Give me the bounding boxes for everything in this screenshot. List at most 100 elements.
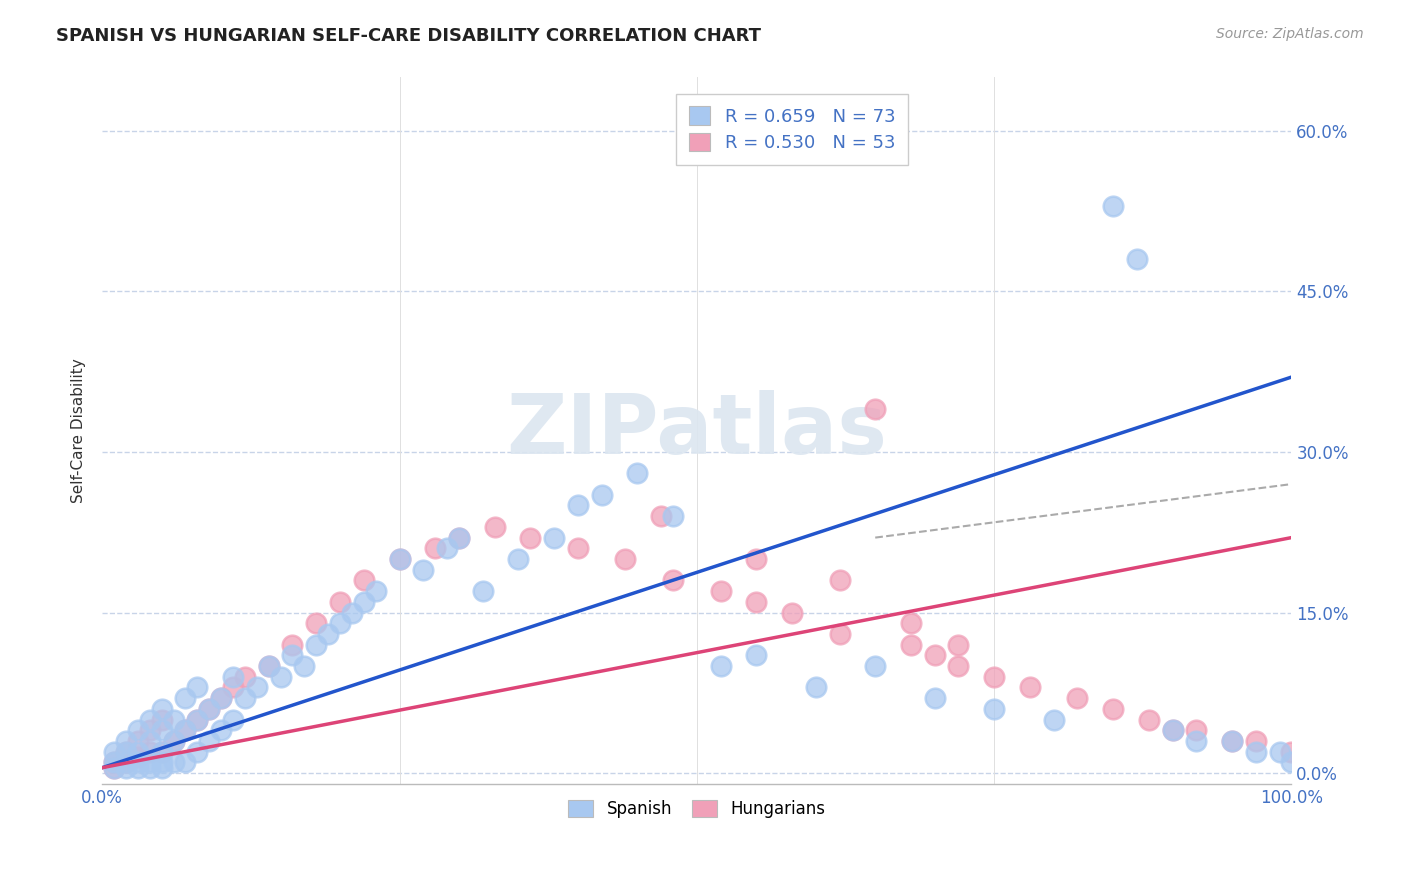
Point: [127, 750, 149, 764]
Point: [174, 723, 197, 738]
Point: [425, 541, 447, 556]
Point: [508, 552, 530, 566]
Point: [353, 595, 375, 609]
Point: [567, 541, 589, 556]
Point: [948, 659, 970, 673]
Point: [447, 531, 470, 545]
Point: [115, 734, 138, 748]
Point: [745, 595, 768, 609]
Point: [1042, 713, 1064, 727]
Point: [828, 574, 851, 588]
Point: [115, 745, 138, 759]
Point: [150, 745, 173, 759]
Point: [139, 761, 162, 775]
Point: [1220, 734, 1243, 748]
Point: [115, 761, 138, 775]
Point: [103, 761, 125, 775]
Point: [150, 761, 173, 775]
Point: [115, 756, 138, 770]
Point: [305, 638, 328, 652]
Point: [1185, 723, 1208, 738]
Point: [127, 723, 149, 738]
Point: [614, 552, 637, 566]
Point: [745, 648, 768, 663]
Point: [281, 648, 304, 663]
Point: [1066, 691, 1088, 706]
Point: [150, 702, 173, 716]
Y-axis label: Self-Care Disability: Self-Care Disability: [72, 359, 86, 503]
Point: [364, 584, 387, 599]
Point: [139, 756, 162, 770]
Point: [162, 713, 184, 727]
Point: [900, 638, 922, 652]
Point: [662, 509, 685, 524]
Point: [257, 659, 280, 673]
Point: [174, 756, 197, 770]
Point: [1281, 745, 1303, 759]
Point: [329, 595, 352, 609]
Point: [650, 509, 672, 524]
Point: [543, 531, 565, 545]
Point: [139, 713, 162, 727]
Point: [1018, 681, 1040, 695]
Point: [209, 691, 232, 706]
Point: [863, 402, 886, 417]
Point: [162, 734, 184, 748]
Point: [292, 659, 315, 673]
Point: [127, 756, 149, 770]
Point: [257, 659, 280, 673]
Point: [103, 756, 125, 770]
Point: [900, 616, 922, 631]
Point: [1244, 745, 1267, 759]
Point: [222, 713, 245, 727]
Point: [127, 734, 149, 748]
Point: [1244, 734, 1267, 748]
Point: [115, 745, 138, 759]
Point: [115, 756, 138, 770]
Point: [983, 702, 1005, 716]
Point: [186, 681, 208, 695]
Point: [924, 691, 946, 706]
Point: [186, 745, 208, 759]
Point: [388, 552, 411, 566]
Point: [198, 702, 221, 716]
Point: [388, 552, 411, 566]
Point: [353, 574, 375, 588]
Point: [174, 691, 197, 706]
Point: [1281, 756, 1303, 770]
Point: [222, 670, 245, 684]
Point: [436, 541, 458, 556]
Point: [103, 756, 125, 770]
Point: [1161, 723, 1184, 738]
Point: [222, 681, 245, 695]
Point: [745, 552, 768, 566]
Legend: Spanish, Hungarians: Spanish, Hungarians: [561, 793, 832, 825]
Point: [1102, 199, 1125, 213]
Point: [186, 713, 208, 727]
Point: [412, 563, 434, 577]
Point: [186, 713, 208, 727]
Point: [948, 638, 970, 652]
Point: [591, 488, 613, 502]
Point: [924, 648, 946, 663]
Point: [281, 638, 304, 652]
Point: [780, 606, 803, 620]
Point: [305, 616, 328, 631]
Point: [198, 734, 221, 748]
Point: [804, 681, 827, 695]
Point: [127, 761, 149, 775]
Point: [233, 670, 256, 684]
Point: [329, 616, 352, 631]
Text: SPANISH VS HUNGARIAN SELF-CARE DISABILITY CORRELATION CHART: SPANISH VS HUNGARIAN SELF-CARE DISABILIT…: [56, 27, 761, 45]
Point: [1137, 713, 1160, 727]
Point: [1185, 734, 1208, 748]
Point: [471, 584, 494, 599]
Point: [983, 670, 1005, 684]
Point: [103, 761, 125, 775]
Point: [710, 659, 733, 673]
Point: [863, 659, 886, 673]
Point: [484, 520, 506, 534]
Point: [139, 734, 162, 748]
Point: [1220, 734, 1243, 748]
Point: [103, 745, 125, 759]
